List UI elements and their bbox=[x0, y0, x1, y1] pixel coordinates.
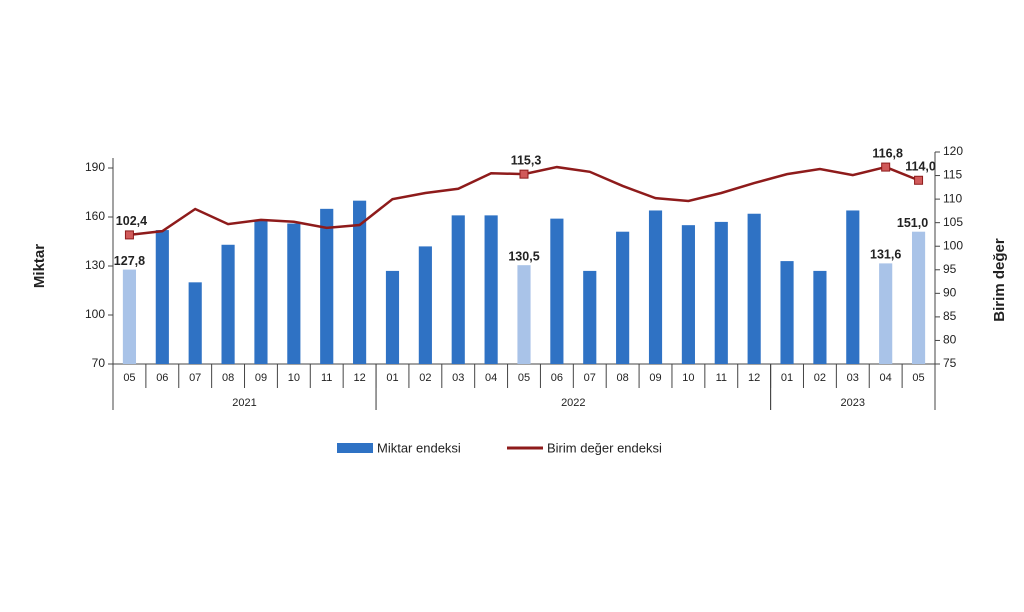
y2-tick-label: 120 bbox=[943, 144, 963, 158]
bar bbox=[747, 213, 761, 364]
bar bbox=[648, 210, 663, 364]
bar bbox=[616, 231, 630, 364]
legend-label: Miktar endeksi bbox=[377, 440, 461, 455]
y2-tick-label: 75 bbox=[943, 356, 957, 370]
x-tick-label: 05 bbox=[912, 372, 924, 384]
y-axis-title: Miktar bbox=[31, 244, 48, 288]
bar-value-label: 127,8 bbox=[114, 254, 145, 268]
bar bbox=[287, 223, 301, 364]
group-label: 2021 bbox=[232, 397, 256, 409]
x-tick-label: 01 bbox=[781, 372, 793, 384]
group-label: 2022 bbox=[561, 397, 585, 409]
bar bbox=[451, 215, 465, 364]
y-tick-label: 190 bbox=[85, 160, 105, 174]
x-tick-label: 02 bbox=[419, 372, 431, 384]
y-tick-label: 70 bbox=[92, 356, 106, 370]
x-tick-label: 10 bbox=[682, 372, 694, 384]
bar bbox=[813, 270, 827, 364]
bar bbox=[846, 210, 860, 364]
bar bbox=[188, 282, 202, 364]
bar-value-label: 130,5 bbox=[508, 249, 539, 263]
y2-tick-label: 110 bbox=[943, 191, 962, 205]
x-tick-label: 09 bbox=[649, 372, 661, 384]
y2-tick-label: 100 bbox=[943, 238, 963, 252]
bar bbox=[681, 225, 695, 364]
x-tick-label: 06 bbox=[156, 372, 168, 384]
y2-axis-title: Birim değer bbox=[991, 238, 1008, 322]
bar bbox=[780, 261, 794, 364]
bar bbox=[550, 218, 564, 364]
y2-tick-label: 90 bbox=[943, 286, 957, 300]
x-tick-label: 02 bbox=[814, 372, 826, 384]
bar bbox=[484, 215, 498, 364]
legend-swatch bbox=[337, 443, 373, 453]
line-marker bbox=[881, 162, 891, 172]
y-tick-label: 100 bbox=[85, 307, 105, 321]
y-tick-label: 160 bbox=[85, 209, 105, 223]
x-tick-label: 06 bbox=[551, 372, 563, 384]
bar bbox=[879, 263, 893, 364]
x-tick-label: 11 bbox=[321, 372, 332, 384]
x-tick-label: 07 bbox=[189, 372, 201, 384]
x-tick-label: 03 bbox=[452, 372, 464, 384]
x-tick-label: 08 bbox=[222, 372, 234, 384]
bar bbox=[122, 269, 137, 364]
x-tick-label: 07 bbox=[584, 372, 596, 384]
line-marker bbox=[914, 175, 924, 185]
x-tick-label: 09 bbox=[255, 372, 267, 384]
bar bbox=[254, 220, 268, 364]
x-tick-label: 04 bbox=[485, 372, 497, 384]
x-tick-label: 05 bbox=[123, 372, 135, 384]
x-tick-label: 04 bbox=[880, 372, 892, 384]
y2-tick-label: 95 bbox=[943, 262, 957, 276]
bar bbox=[353, 200, 367, 364]
x-tick-label: 03 bbox=[847, 372, 859, 384]
bar bbox=[385, 270, 400, 364]
group-label: 2023 bbox=[841, 397, 865, 409]
y2-tick-label: 85 bbox=[943, 309, 957, 323]
line-value-label: 102,4 bbox=[116, 214, 147, 228]
bar bbox=[155, 230, 169, 364]
bar bbox=[583, 270, 597, 364]
legend-label: Birim değer endeksi bbox=[547, 440, 662, 455]
y-tick-label: 130 bbox=[85, 258, 105, 272]
bar-value-label: 151,0 bbox=[897, 216, 928, 230]
x-tick-label: 01 bbox=[386, 372, 398, 384]
line-marker bbox=[519, 169, 529, 179]
bar bbox=[714, 221, 728, 364]
x-tick-label: 05 bbox=[518, 372, 530, 384]
x-tick-label: 08 bbox=[617, 372, 629, 384]
line-marker bbox=[124, 230, 134, 240]
x-tick-label: 11 bbox=[716, 372, 727, 384]
y2-tick-label: 105 bbox=[943, 215, 963, 229]
line-value-label: 114,0 bbox=[905, 160, 936, 174]
bar bbox=[418, 246, 432, 364]
x-tick-label: 12 bbox=[748, 372, 760, 384]
y2-tick-label: 80 bbox=[943, 333, 957, 347]
line-value-label: 115,3 bbox=[511, 153, 542, 167]
bar bbox=[320, 208, 334, 364]
bar bbox=[517, 265, 531, 364]
x-tick-label: 12 bbox=[353, 372, 365, 384]
bar bbox=[911, 231, 926, 364]
bar bbox=[221, 244, 235, 364]
x-tick-label: 10 bbox=[288, 372, 300, 384]
y2-tick-label: 115 bbox=[943, 168, 962, 182]
bar-value-label: 131,6 bbox=[870, 248, 901, 262]
line-value-label: 116,8 bbox=[872, 146, 903, 160]
